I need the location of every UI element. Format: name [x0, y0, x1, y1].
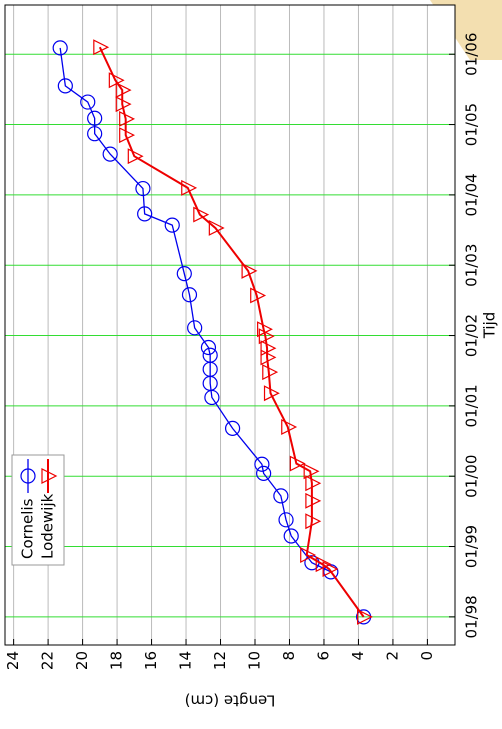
data-point: [254, 456, 270, 472]
data-point: [200, 339, 217, 356]
y-tick-label: 24: [4, 651, 22, 670]
data-point: [137, 206, 153, 222]
legend-label: Cornelis: [19, 498, 37, 559]
series-line: [98, 46, 365, 618]
legend-marker: [41, 468, 58, 484]
y-tick-label: 18: [108, 651, 126, 670]
data-point: [52, 40, 68, 56]
data-point: [202, 347, 218, 363]
x-tick-label: 01/01: [463, 384, 481, 427]
data-point: [164, 217, 180, 233]
y-tick-label: 22: [39, 651, 57, 670]
data-point: [87, 110, 103, 126]
data-point: [181, 287, 198, 303]
data-point: [273, 488, 289, 504]
x-tick-label: 01/06: [463, 33, 481, 76]
data-point: [176, 266, 192, 282]
data-point: [278, 512, 294, 528]
data-point: [315, 556, 332, 573]
data-point: [305, 513, 322, 530]
data-point: [257, 321, 273, 338]
data-point: [262, 364, 279, 381]
data-point: [258, 328, 275, 345]
x-tick-label: 01/05: [463, 103, 481, 146]
data-point: [263, 385, 280, 402]
data-point: [224, 420, 241, 436]
data-point: [181, 179, 198, 196]
y-tick-label: 8: [280, 651, 298, 661]
plot-area: [5, 5, 455, 645]
y-axis-label: Lengte (cm): [185, 692, 276, 710]
x-axis-label: Tijd: [481, 312, 499, 340]
data-point: [57, 78, 73, 94]
x-tick-label: 01/04: [463, 173, 481, 216]
data-point: [119, 110, 136, 127]
y-tick-label: 14: [177, 651, 195, 670]
data-point: [260, 340, 277, 357]
y-tick-label: 6: [314, 651, 332, 661]
legend-label: Lodewijk: [39, 493, 57, 559]
data-point: [256, 465, 272, 481]
y-tick-label: 12: [211, 651, 229, 670]
data-point: [93, 39, 110, 56]
data-point: [119, 127, 136, 144]
data-point: [283, 528, 299, 544]
y-tick-label: 2: [383, 651, 401, 661]
data-point: [187, 320, 203, 336]
series-line: [59, 47, 365, 618]
data-point: [80, 94, 96, 110]
data-point: [300, 547, 317, 563]
data-point: [289, 455, 306, 472]
y-tick-label: 16: [142, 651, 160, 670]
x-tick-label: 01/02: [463, 314, 481, 357]
legend-marker: [20, 468, 36, 484]
data-point: [305, 475, 322, 492]
data-point: [108, 72, 125, 89]
data-point: [281, 419, 298, 435]
y-tick-label: 0: [418, 651, 436, 661]
y-tick-label: 10: [246, 651, 264, 670]
plot-frame: [4, 4, 456, 646]
data-point: [127, 148, 144, 165]
rotated-chart: Tijd Lengte (cm) 02468101214161820222401…: [4, 4, 499, 710]
data-point: [241, 262, 258, 279]
data-point: [322, 561, 339, 578]
data-point: [193, 206, 210, 223]
data-point: [260, 349, 277, 366]
y-tick-label: 4: [349, 651, 367, 661]
data-point: [102, 146, 118, 162]
data-point: [250, 287, 267, 304]
data-point: [208, 219, 225, 236]
x-tick-label: 01/00: [463, 455, 481, 498]
x-tick-label: 01/03: [463, 244, 481, 287]
data-point: [305, 492, 322, 509]
data-point: [115, 96, 132, 113]
data-point: [135, 180, 151, 197]
x-tick-label: 01/99: [463, 525, 481, 568]
data-point: [323, 564, 339, 580]
data-point: [303, 463, 320, 480]
y-tick-label: 20: [73, 651, 91, 670]
x-tick-label: 01/98: [463, 595, 481, 638]
data-point: [115, 82, 132, 99]
data-point: [87, 126, 103, 142]
data-point: [357, 608, 373, 625]
